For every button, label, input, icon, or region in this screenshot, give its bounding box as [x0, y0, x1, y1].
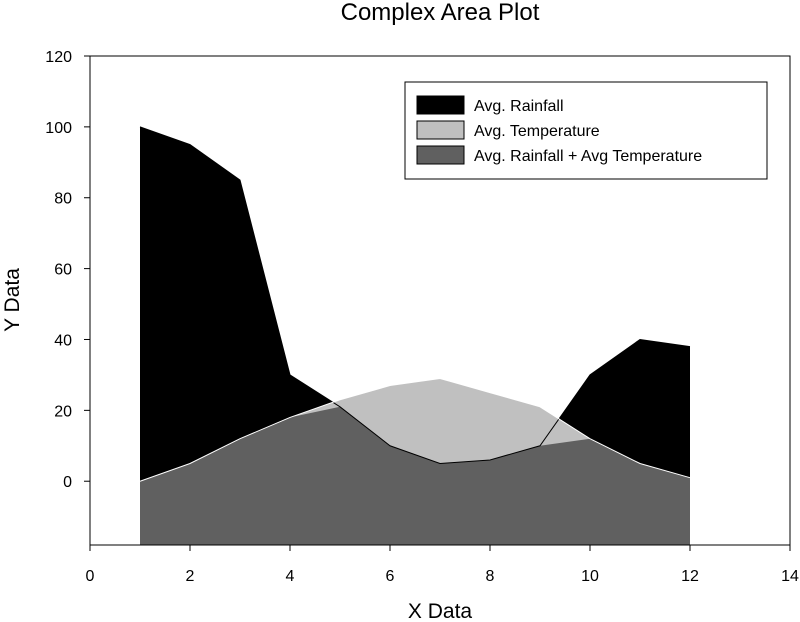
x-tick-label: 8 [486, 568, 495, 585]
y-tick-label: 60 [54, 262, 72, 279]
y-tick-label: 40 [54, 332, 72, 349]
legend-swatch [416, 120, 465, 140]
y-axis: 0 20 40 60 80 100 120 [45, 49, 90, 491]
legend-swatch [416, 145, 465, 165]
x-tick-label: 2 [186, 568, 195, 585]
rainfall-line [139, 126, 691, 465]
chart-title: Complex Area Plot [341, 0, 540, 26]
y-tick-label: 120 [45, 49, 72, 66]
legend-label: Avg. Temperature [474, 123, 600, 140]
x-tick-label: 10 [581, 568, 599, 585]
legend-swatch [416, 95, 465, 115]
x-tick-label: 6 [386, 568, 395, 585]
plot-frame [89, 55, 791, 546]
y-tick-label: 20 [54, 403, 72, 420]
plot-areas [139, 126, 691, 545]
x-axis-label: X Data [408, 600, 473, 622]
y-axis-label: Y Data [1, 268, 24, 332]
x-axis: 0 2 4 6 8 10 12 14 [86, 545, 799, 585]
legend-box [404, 81, 768, 180]
x-tick-label: 4 [286, 568, 295, 585]
y-tick-label: 80 [54, 191, 72, 208]
legend-label: Avg. Rainfall + Avg Temperature [474, 148, 702, 165]
x-tick-label: 14 [781, 568, 799, 585]
y-tick-label: 0 [63, 474, 72, 491]
legend-label: Avg. Rainfall [474, 98, 564, 115]
y-tick-label: 100 [45, 120, 72, 137]
temperature-line [139, 377, 691, 482]
x-tick-label: 12 [681, 568, 699, 585]
x-tick-label: 0 [86, 568, 95, 585]
legend: Avg. Rainfall Avg. Temperature Avg. Rainfa… [404, 81, 768, 180]
area-series-3 [140, 406, 690, 545]
